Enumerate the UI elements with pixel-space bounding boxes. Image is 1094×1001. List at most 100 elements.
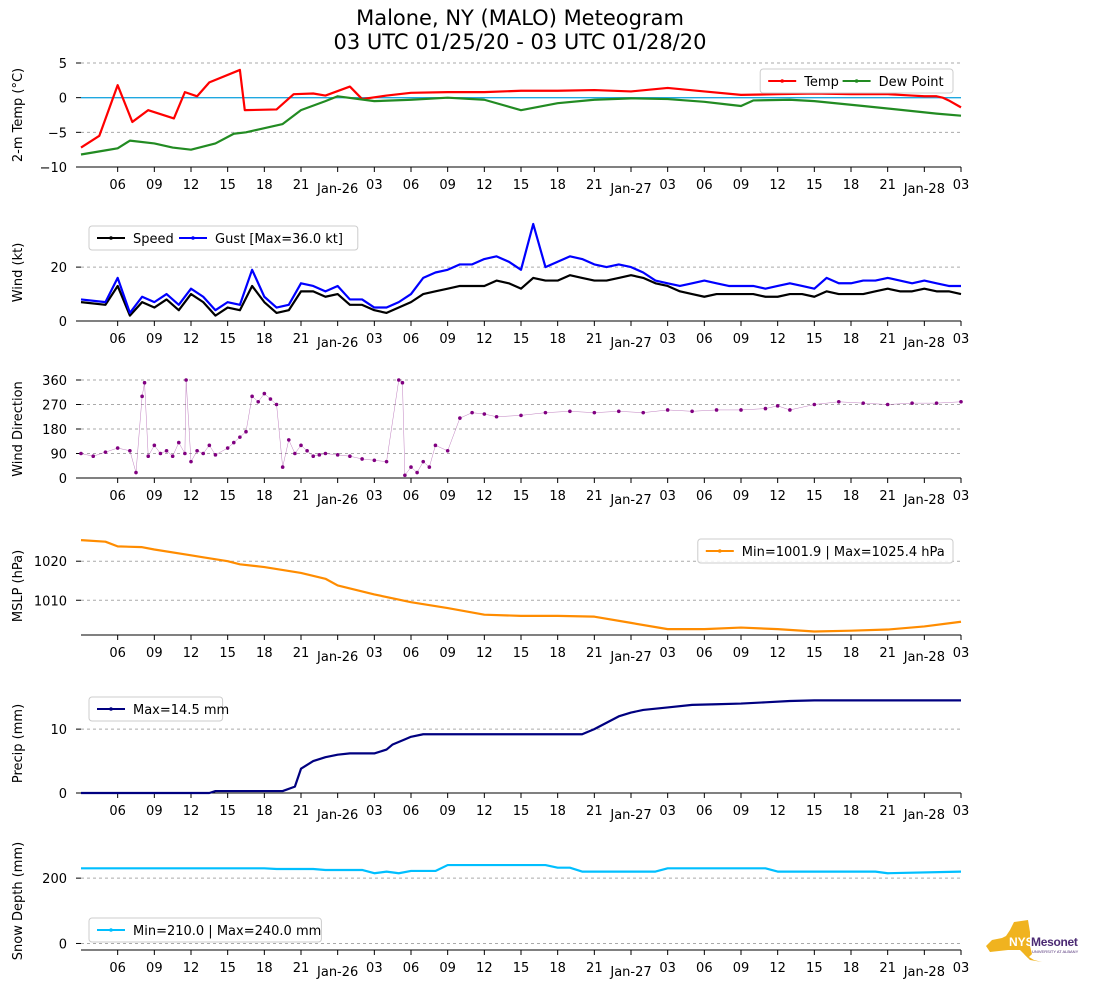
logo-mesonet-text: Mesonet — [1031, 935, 1078, 949]
x-tick-label: 03 — [953, 332, 970, 347]
x-date-label: Jan-28 — [903, 493, 945, 508]
y-axis-label: 2-m Temp (°C) — [11, 68, 26, 162]
x-tick-label: 06 — [109, 489, 126, 504]
x-tick-label: 15 — [513, 804, 530, 819]
x-tick-label: 21 — [293, 804, 310, 819]
x-tick-label: 09 — [439, 961, 456, 976]
x-date-label: Jan-27 — [609, 182, 651, 197]
x-tick-label: 03 — [366, 804, 383, 819]
x-tick-label: 15 — [219, 961, 236, 976]
x-tick-label: 15 — [806, 178, 823, 193]
x-tick-label: 18 — [549, 332, 566, 347]
x-tick-label: 03 — [953, 804, 970, 819]
logo-university-text: UNIVERSITY AT ALBANY — [1032, 949, 1079, 954]
x-tick-label: 09 — [733, 646, 750, 661]
y-tick-label: 1010 — [34, 594, 67, 609]
x-tick-label: 06 — [109, 961, 126, 976]
series-line-dew-point — [80, 95, 962, 156]
x-tick-label: 06 — [696, 804, 713, 819]
x-tick-label: 06 — [109, 178, 126, 193]
x-tick-label: 06 — [696, 178, 713, 193]
logo-nys-text: NYS — [1009, 935, 1034, 949]
x-tick-label: 15 — [219, 804, 236, 819]
x-tick-label: 21 — [879, 804, 896, 819]
y-axis-label: Precip (mm) — [11, 704, 26, 783]
x-tick-label: 21 — [879, 646, 896, 661]
x-tick-label: 15 — [219, 178, 236, 193]
x-tick-label: 12 — [183, 332, 200, 347]
y-tick-label: −5 — [48, 126, 67, 141]
series-line-speed — [80, 274, 962, 317]
x-tick-label: 15 — [513, 961, 530, 976]
y-axis-label: MSLP (hPa) — [11, 550, 26, 622]
x-tick-label: 09 — [733, 961, 750, 976]
y-axis-label: Wind (kt) — [11, 243, 26, 303]
ny-state-shape-icon — [986, 920, 1042, 962]
x-tick-label: 09 — [146, 646, 163, 661]
x-tick-label: 18 — [843, 489, 860, 504]
x-tick-label: 18 — [256, 646, 273, 661]
series-line-temp — [80, 68, 962, 149]
y-tick-label: 0 — [59, 787, 67, 802]
x-tick-label: 21 — [879, 332, 896, 347]
x-tick-label: 03 — [953, 961, 970, 976]
x-tick-label: 15 — [806, 332, 823, 347]
y-tick-label: −10 — [40, 161, 67, 176]
x-tick-label: 21 — [586, 178, 603, 193]
x-tick-label: 03 — [366, 332, 383, 347]
x-tick-label: 18 — [843, 804, 860, 819]
x-tick-label: 12 — [183, 178, 200, 193]
x-tick-label: 03 — [953, 489, 970, 504]
legend: Min=210.0 | Max=240.0 mm — [88, 917, 322, 943]
x-tick-label: 06 — [403, 961, 420, 976]
x-tick-label: 03 — [659, 804, 676, 819]
x-tick-label: 18 — [256, 178, 273, 193]
x-tick-label: 15 — [806, 804, 823, 819]
x-tick-label: 21 — [586, 804, 603, 819]
x-tick-label: 18 — [549, 646, 566, 661]
x-date-label: Jan-26 — [316, 965, 358, 980]
x-tick-label: 18 — [843, 961, 860, 976]
x-tick-label: 15 — [513, 332, 530, 347]
x-tick-label: 06 — [696, 961, 713, 976]
legend-marker — [854, 79, 859, 83]
legend-box — [697, 538, 954, 564]
y-axis-label: Snow Depth (mm) — [11, 842, 26, 960]
legend-label: Speed — [133, 232, 174, 247]
y-tick-label: 1020 — [34, 555, 67, 570]
x-date-label: Jan-26 — [316, 493, 358, 508]
x-tick-label: 18 — [843, 332, 860, 347]
chart-title: Malone, NY (MALO) Meteogram 03 UTC 01/25… — [0, 6, 1040, 54]
legend-marker — [109, 236, 113, 240]
chart-title-line2: 03 UTC 01/25/20 - 03 UTC 01/28/20 — [333, 30, 707, 54]
x-tick-label: 21 — [879, 961, 896, 976]
x-tick-label: 21 — [586, 489, 603, 504]
x-tick-label: 21 — [586, 961, 603, 976]
x-tick-label: 06 — [109, 804, 126, 819]
x-tick-label: 15 — [806, 489, 823, 504]
panel-wind-direction: 360 270 180 90 0 Wind Direction 06 09 12 15 18 21 03… — [11, 374, 969, 508]
legend-label: Dew Point — [879, 75, 944, 90]
x-tick-label: 15 — [806, 961, 823, 976]
y-axis-label: Wind Direction — [11, 381, 26, 477]
x-tick-label: 18 — [256, 489, 273, 504]
legend-marker — [780, 79, 784, 83]
x-tick-label: 03 — [659, 489, 676, 504]
x-date-label: Jan-27 — [609, 808, 651, 823]
x-tick-label: 15 — [219, 646, 236, 661]
y-tick-label: 180 — [42, 423, 67, 438]
x-date-label: Jan-26 — [316, 650, 358, 665]
x-tick-label: 09 — [439, 332, 456, 347]
x-date-label: Jan-28 — [903, 650, 945, 665]
x-tick-label: 03 — [366, 961, 383, 976]
x-tick-label: 12 — [476, 804, 493, 819]
x-tick-label: 09 — [146, 178, 163, 193]
x-date-label: Jan-26 — [316, 808, 358, 823]
x-tick-label: 03 — [659, 961, 676, 976]
x-tick-label: 18 — [843, 646, 860, 661]
x-tick-label: 21 — [293, 646, 310, 661]
x-tick-label: 06 — [696, 489, 713, 504]
legend-marker — [718, 549, 722, 553]
x-tick-label: 09 — [439, 646, 456, 661]
